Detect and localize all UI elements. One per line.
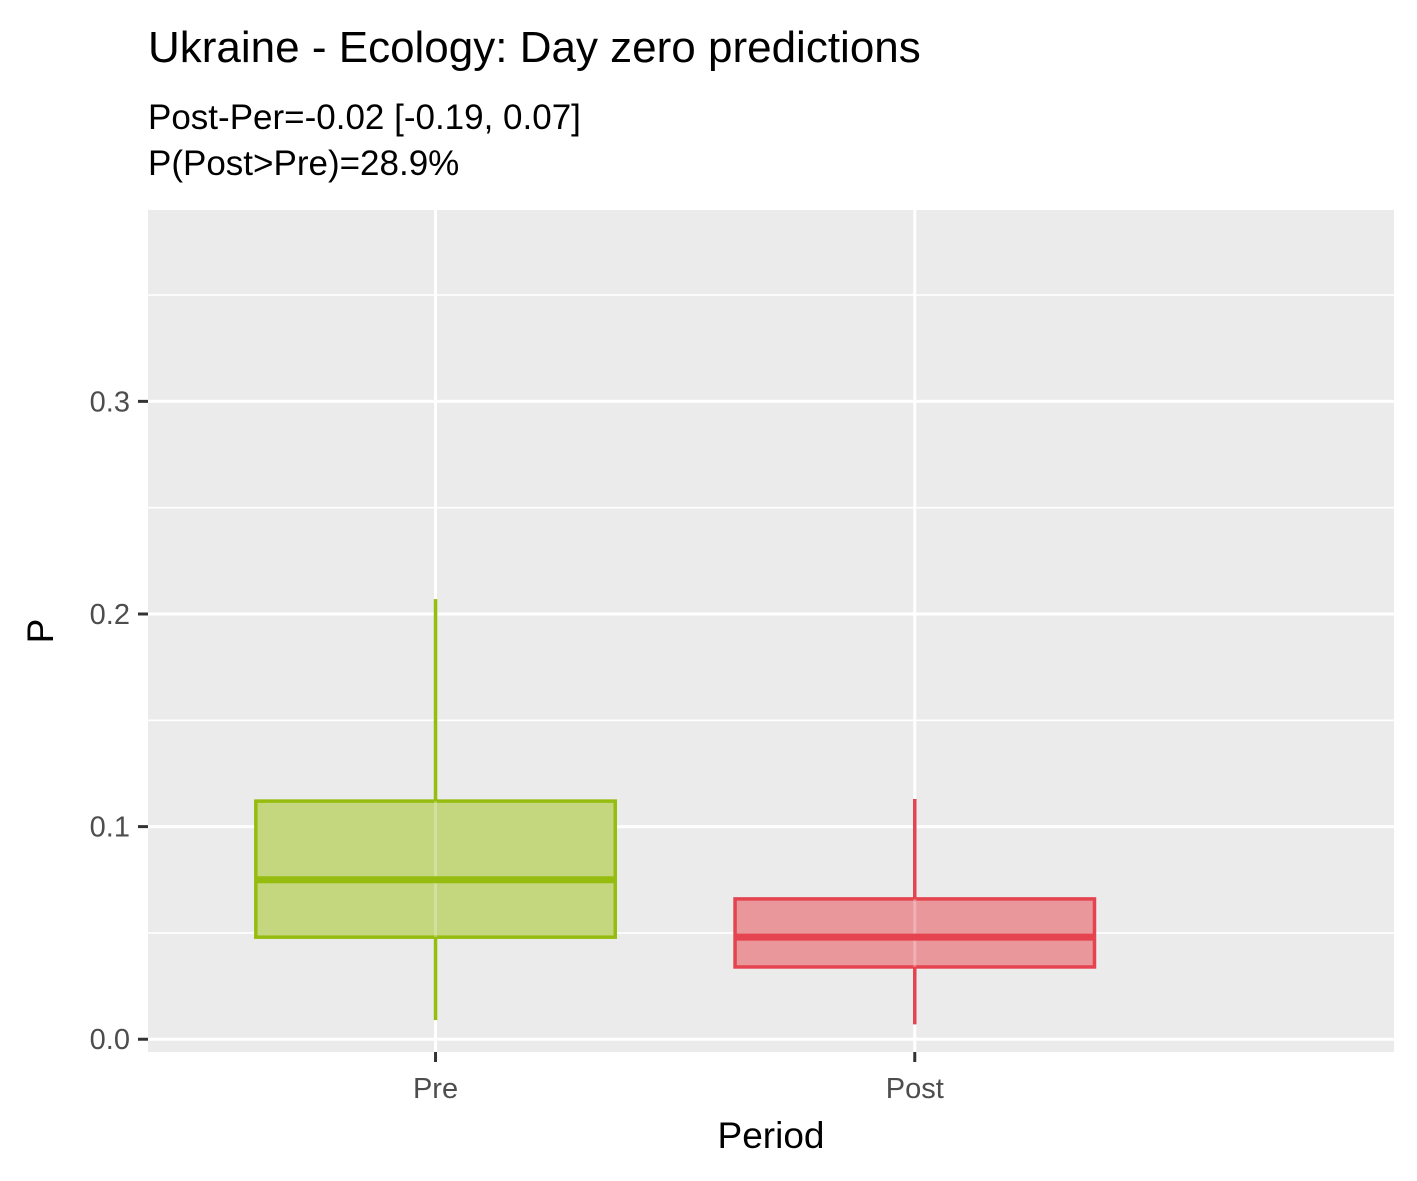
- iqr-box: [254, 799, 617, 939]
- y-axis: 0.0 0.1 0.2 0.3: [90, 386, 148, 1056]
- y-tick-label: 0.3: [90, 386, 130, 418]
- x-tick-label: Pre: [413, 1073, 458, 1105]
- box-post: [733, 798, 1097, 1025]
- box-pre: [254, 599, 617, 1021]
- y-tick-label: 0.1: [90, 812, 130, 844]
- y-tick-label: 0.2: [90, 599, 130, 631]
- chart-subtitle-line-2: P(Post>Pre)=28.9%: [148, 144, 459, 183]
- chart-title: Ukraine - Ecology: Day zero predictions: [148, 23, 921, 72]
- y-axis-title: P: [20, 619, 61, 644]
- x-axis: Pre Post: [413, 1052, 944, 1105]
- iqr-box: [733, 897, 1097, 969]
- box-series: [254, 599, 1097, 1025]
- x-axis-title: Period: [718, 1115, 825, 1156]
- y-tick-label: 0.0: [90, 1024, 130, 1056]
- chart-subtitle-line-1: Post-Per=-0.02 [-0.19, 0.07]: [148, 98, 581, 137]
- x-tick-label: Post: [886, 1073, 944, 1105]
